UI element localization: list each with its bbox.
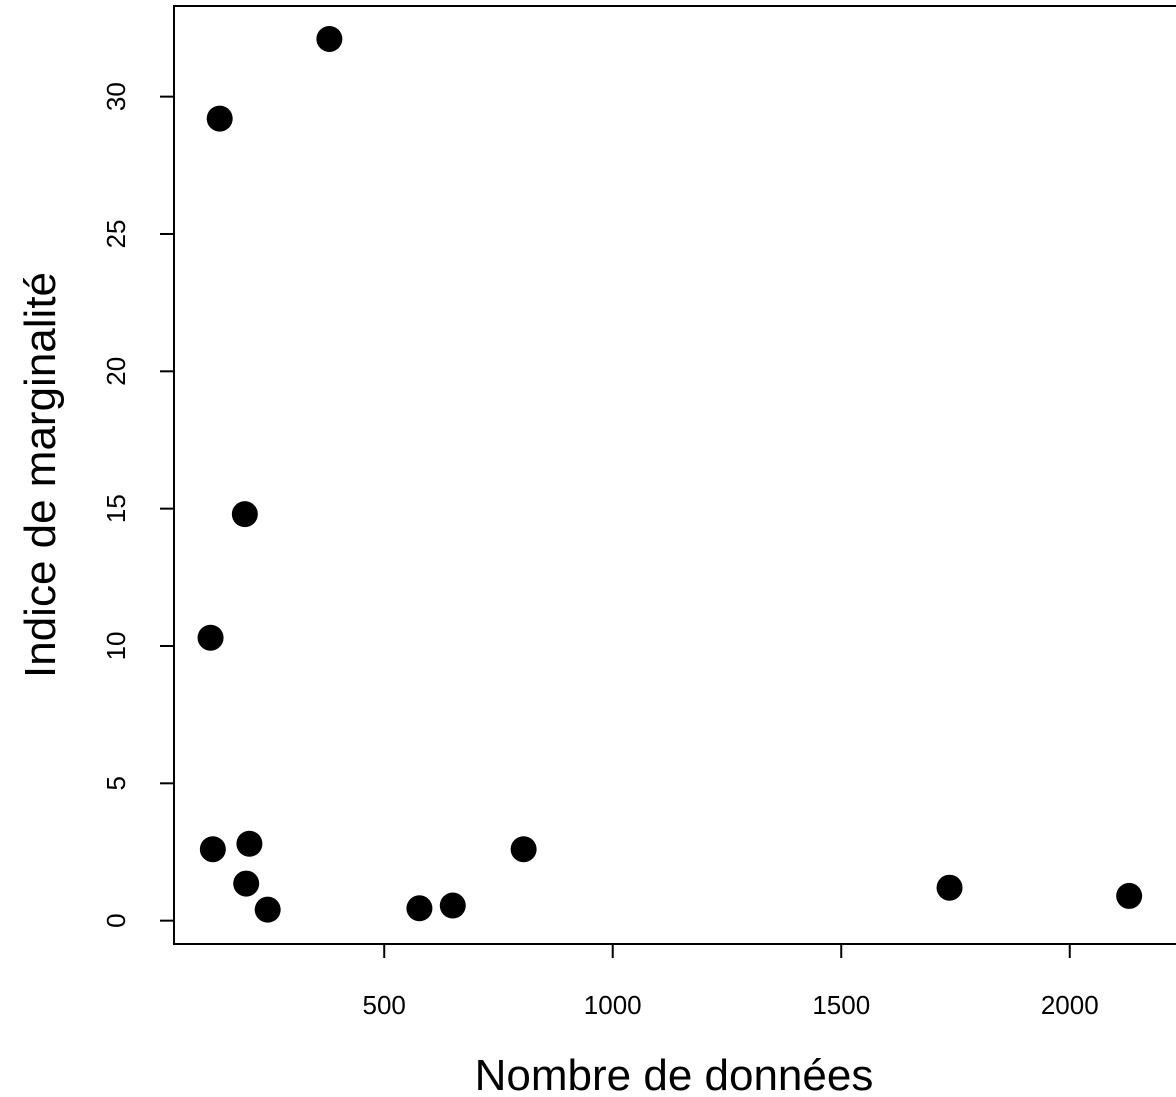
x-tick-label: 1000 — [584, 990, 642, 1020]
y-axis-title: Indice de marginalité — [16, 272, 65, 678]
data-point — [439, 892, 466, 919]
x-tick-label: 1500 — [812, 990, 870, 1020]
data-point — [254, 896, 281, 923]
y-tick-label: 25 — [101, 220, 131, 249]
y-tick-label: 20 — [101, 357, 131, 386]
data-point — [316, 25, 343, 52]
data-point — [510, 836, 537, 863]
x-axis-title: Nombre de données — [475, 1051, 874, 1097]
data-point — [233, 870, 260, 897]
y-tick-label: 0 — [101, 913, 131, 927]
data-point — [1116, 882, 1143, 909]
data-points — [197, 25, 1143, 923]
y-tick-label: 10 — [101, 632, 131, 661]
y-tick-label: 30 — [101, 82, 131, 111]
y-tick-label: 5 — [101, 776, 131, 790]
x-tick-label: 500 — [363, 990, 406, 1020]
plot-frame — [173, 5, 1176, 945]
data-point — [206, 105, 233, 132]
data-point — [406, 895, 433, 922]
x-tick-label: 2000 — [1041, 990, 1099, 1020]
data-point — [199, 836, 226, 863]
data-point — [236, 830, 263, 857]
data-point — [197, 624, 224, 651]
data-point — [936, 874, 963, 901]
y-axis: 0 5 10 15 20 25 30 — [101, 82, 175, 928]
x-axis: 500 1000 1500 2000 — [363, 943, 1099, 1020]
y-tick-label: 15 — [101, 494, 131, 523]
data-point — [231, 501, 258, 528]
